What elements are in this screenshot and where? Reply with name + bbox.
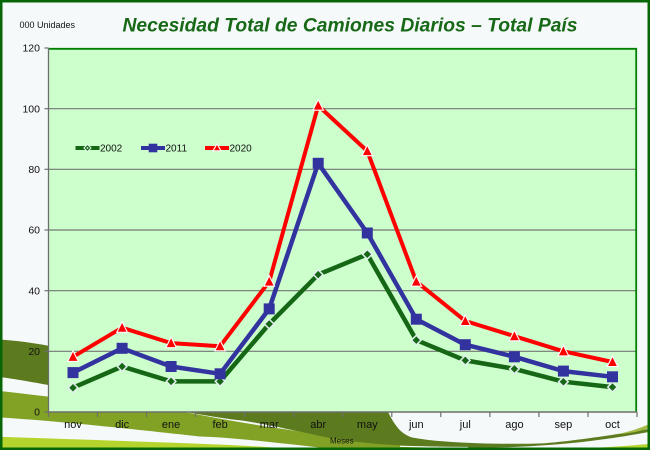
svg-text:dic: dic [115, 419, 130, 431]
svg-text:2002: 2002 [100, 143, 123, 154]
svg-text:nov: nov [64, 419, 82, 431]
svg-text:80: 80 [28, 164, 40, 176]
svg-text:Meses: Meses [330, 437, 354, 446]
svg-text:20: 20 [28, 346, 40, 358]
svg-text:ene: ene [162, 419, 180, 431]
svg-text:000 Unidades: 000 Unidades [20, 20, 76, 30]
svg-text:oct: oct [605, 419, 620, 431]
svg-text:ago: ago [505, 419, 523, 431]
svg-text:40: 40 [28, 285, 40, 297]
svg-text:60: 60 [28, 225, 40, 237]
svg-text:100: 100 [22, 103, 40, 115]
svg-text:0: 0 [34, 407, 40, 419]
svg-text:feb: feb [212, 419, 227, 431]
svg-text:mar: mar [260, 419, 279, 431]
svg-text:may: may [357, 419, 378, 431]
svg-text:abr: abr [310, 419, 326, 431]
svg-text:2011: 2011 [166, 143, 188, 154]
svg-text:2020: 2020 [230, 143, 253, 154]
svg-text:jul: jul [459, 419, 471, 431]
svg-text:Necesidad Total de Camiones Di: Necesidad Total de Camiones Diarios – To… [122, 16, 577, 37]
svg-text:120: 120 [22, 43, 40, 55]
svg-text:sep: sep [555, 419, 573, 431]
svg-text:jun: jun [408, 419, 424, 431]
